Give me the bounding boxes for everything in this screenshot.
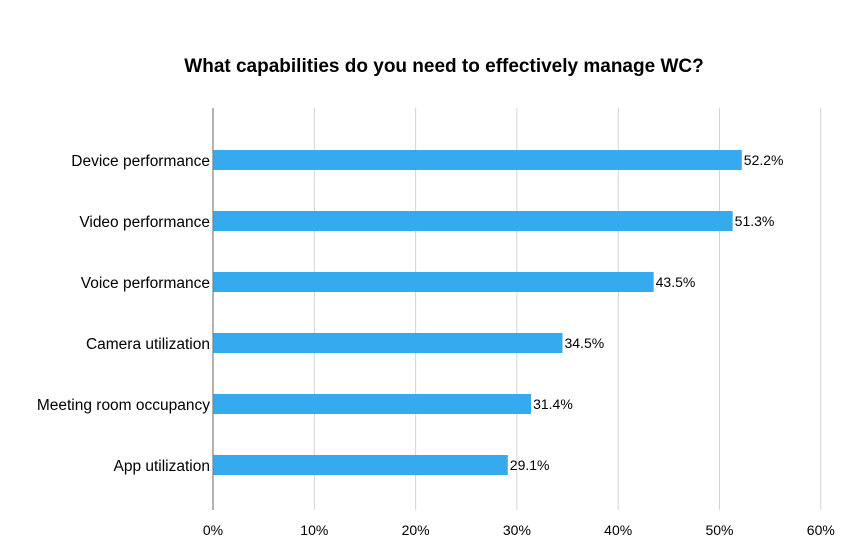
- bars: [213, 150, 742, 475]
- data-label: 34.5%: [564, 335, 604, 351]
- category-label: Video performance: [79, 214, 210, 231]
- x-tick-label: 20%: [402, 522, 430, 538]
- data-label: 52.2%: [744, 152, 784, 168]
- category-label: Device performance: [71, 153, 210, 170]
- category-label: Meeting room occupancy: [37, 397, 210, 414]
- bar: [213, 211, 733, 231]
- data-label: 43.5%: [656, 274, 696, 290]
- category-label: Camera utilization: [86, 336, 210, 353]
- labels: Device performance 52.2% Video performance…: [37, 152, 835, 538]
- category-label: Voice performance: [81, 275, 210, 292]
- bar: [213, 272, 654, 292]
- data-label: 29.1%: [510, 457, 550, 473]
- x-tick-label: 30%: [503, 522, 531, 538]
- gridlines: [313, 108, 822, 510]
- x-tick-label: 50%: [705, 522, 733, 538]
- bar: [213, 333, 563, 353]
- bar: [213, 394, 532, 414]
- x-tick-label: 0%: [203, 522, 223, 538]
- chart-title: What capabilities do you need to effecti…: [184, 56, 704, 77]
- category-label: App utilization: [113, 458, 210, 475]
- data-label: 51.3%: [735, 213, 775, 229]
- bar: [213, 455, 508, 475]
- x-tick-label: 60%: [807, 522, 835, 538]
- bar: [213, 150, 742, 170]
- x-tick-label: 40%: [604, 522, 632, 538]
- x-tick-label: 10%: [300, 522, 328, 538]
- data-label: 31.4%: [533, 396, 573, 412]
